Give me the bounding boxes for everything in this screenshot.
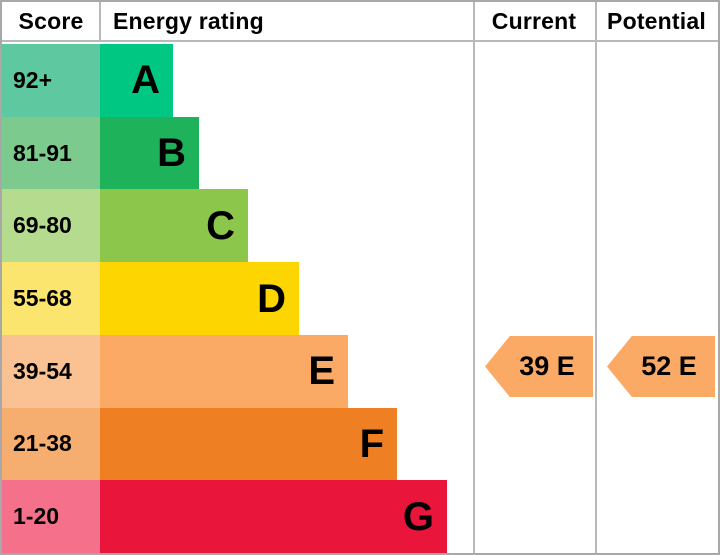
current-rating-label: 39 E <box>519 351 575 381</box>
band-row-d: 55-68 D <box>2 262 718 335</box>
band-row-e: 39-54 E <box>2 334 718 408</box>
energy-rating-column-header: Energy rating <box>113 7 264 34</box>
grade-letter-f: F <box>359 421 384 466</box>
rating-bar-c: C <box>100 189 248 263</box>
current-column-divider <box>473 2 475 553</box>
rating-bar-e: E <box>100 334 348 408</box>
chart-header: Score Energy rating Current Potential <box>2 2 718 42</box>
potential-column-header: Potential <box>607 7 706 34</box>
score-range-e: 39-54 <box>2 334 100 408</box>
potential-rating-label: 52 E <box>641 351 697 381</box>
grade-letter-b: B <box>157 131 186 176</box>
band-row-b: 81-91 B <box>2 116 718 190</box>
rating-bar-g: G <box>100 480 447 553</box>
grade-letter-a: A <box>131 58 160 103</box>
rating-bar-b: B <box>100 116 199 190</box>
band-row-c: 69-80 C <box>2 189 718 263</box>
potential-rating-arrow: 52 E <box>607 336 715 397</box>
grade-letter-e: E <box>308 349 335 394</box>
score-range-b: 81-91 <box>2 116 100 190</box>
grade-letter-c: C <box>206 203 235 248</box>
grade-letter-g: G <box>402 494 434 539</box>
band-row-f: 21-38 F <box>2 407 718 481</box>
band-row-g: 1-20 G <box>2 480 718 553</box>
rating-bar-d: D <box>100 262 299 335</box>
score-range-f: 21-38 <box>2 407 100 481</box>
grade-letter-d: D <box>257 276 286 321</box>
rating-bar-f: F <box>100 407 397 481</box>
rating-bar-a: A <box>100 44 173 117</box>
potential-column-divider <box>595 2 597 553</box>
score-column-header: Score <box>18 7 84 34</box>
band-row-a: 92+ A <box>2 44 718 117</box>
score-range-c: 69-80 <box>2 189 100 263</box>
band-rows: 92+ A 81-91 B 69-80 C 55-68 D 39-54 E 21… <box>2 44 718 553</box>
score-range-g: 1-20 <box>2 480 100 553</box>
current-rating-arrow: 39 E <box>485 336 593 397</box>
score-range-a: 92+ <box>2 44 100 117</box>
score-column-divider <box>99 2 101 42</box>
score-range-d: 55-68 <box>2 262 100 335</box>
current-column-header: Current <box>491 7 577 34</box>
